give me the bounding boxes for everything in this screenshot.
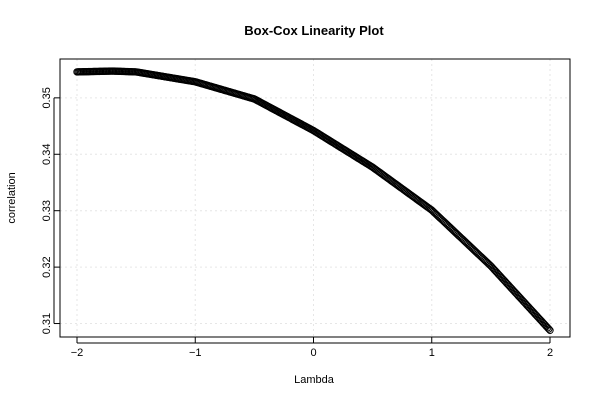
y-tick-label: 0.33	[41, 200, 53, 221]
y-tick-label: 0.34	[41, 144, 53, 165]
grid-layer	[60, 59, 570, 337]
y-tick-label: 0.31	[41, 313, 53, 334]
chart-title: Box-Cox Linearity Plot	[244, 23, 384, 38]
data-points	[73, 67, 554, 335]
x-tick-label: 0	[310, 347, 316, 359]
x-tick-label: −1	[189, 347, 202, 359]
y-axis-label: correlation	[6, 172, 18, 223]
x-tick-label: 1	[429, 347, 435, 359]
x-axis: −2 −1 0 1 2	[71, 337, 553, 359]
y-axis: 0.31 0.32 0.33 0.34 0.35	[41, 87, 60, 334]
x-tick-label: −2	[71, 347, 84, 359]
x-tick-label: 2	[547, 347, 553, 359]
data-point	[543, 324, 552, 332]
plot-frame	[59, 58, 571, 338]
y-tick-label: 0.35	[41, 87, 53, 108]
x-axis-label: Lambda	[294, 374, 335, 386]
y-tick-label: 0.32	[41, 256, 53, 277]
data-point	[545, 325, 553, 333]
data-point	[546, 326, 554, 335]
